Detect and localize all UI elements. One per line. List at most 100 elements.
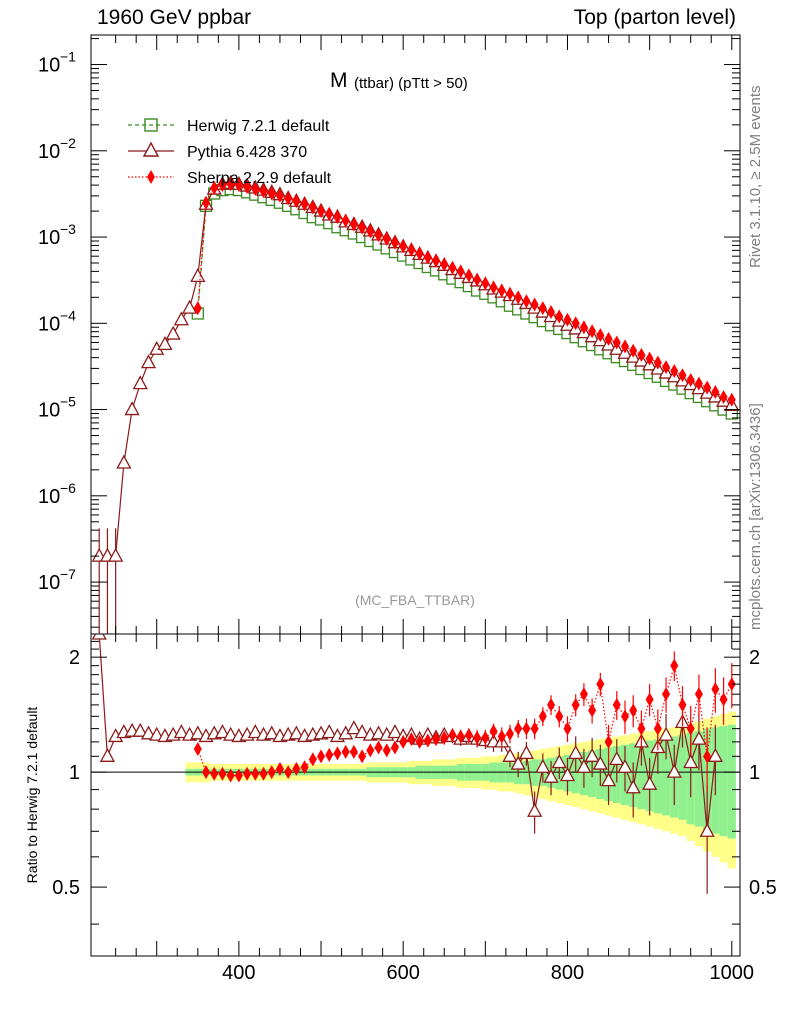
ratio-point [596,677,605,692]
ratio-point [703,749,712,764]
chart-title: M [330,69,348,92]
header-right-label: Top (parton level) [573,6,736,29]
data-point [555,309,564,324]
ratio-tick-label-left: 0.5 [52,877,80,899]
data-point [423,250,432,265]
y-tick-exponent: −1 [60,49,76,65]
ratio-point [210,766,219,781]
ratio-point [390,740,399,755]
ratio-point [547,697,556,712]
x-tick-label: 400 [222,962,255,984]
ratio-point [264,725,280,740]
data-point [653,355,662,370]
data-point [686,373,695,388]
ratio-tick-label-left: 1 [69,762,80,784]
ratio-point [497,729,506,744]
header-left-label: 1960 GeV ppbar [97,6,252,29]
legend-label-sherpa: Sherpa 2.2.9 default [187,170,332,187]
ratio-point [543,768,559,783]
data-point [202,195,211,210]
data-point [629,343,638,358]
ratio-point [325,747,334,762]
data-point [190,268,206,283]
ratio-point [612,697,621,712]
data-point [173,311,189,326]
data-point [210,181,219,196]
data-point [489,280,498,295]
ratio-point [448,728,457,743]
ratio-point [173,724,189,739]
ratio-point [625,779,641,794]
ratio-point [686,721,695,736]
x-tick-label: 800 [551,962,584,984]
ratio-point [505,726,514,741]
ratio-point [727,677,736,692]
legend-entry-pythia: Pythia 6.428 370 [128,141,307,161]
data-point [719,389,728,404]
data-point [333,210,342,225]
ratio-point [374,740,383,755]
y-tick-label: 10 [38,55,60,77]
ratio-point [202,765,211,780]
ratio-point [510,755,526,770]
data-point [505,286,514,301]
ratio-point [588,703,597,718]
data-point [440,257,449,272]
data-point [612,335,621,350]
ratio-point [190,725,206,740]
ratio-point [275,761,284,776]
data-point [456,264,465,279]
ratio-point [149,726,165,741]
y-tick-label: 10 [38,486,60,508]
mcplots-credit-label: mcplots.cern.ch [arXiv:1306.3436] [747,403,764,630]
ratio-point [645,692,654,707]
analysis-watermark: (MC_FBA_TTBAR) [355,592,475,608]
data-point [497,283,506,298]
ratio-point [683,754,699,769]
ratio-point [300,760,309,775]
ratio-point [666,763,682,778]
data-point [390,235,399,250]
legend-marker-triangle [142,141,160,157]
y-tick-exponent: −6 [60,480,76,496]
data-point [530,297,539,312]
data-point [399,239,408,254]
ratio-point [415,734,424,749]
data-point [358,220,367,235]
ratio-point [321,724,337,739]
ratio-point [609,751,625,766]
ratio-point [538,709,547,724]
data-point [579,320,588,335]
data-point [588,324,597,339]
ratio-point [341,744,350,759]
ratio-point [571,697,580,712]
ratio-point [579,687,588,702]
data-point [124,401,140,416]
chart-title-sub: (ttbar) (pTtt > 50) [354,75,468,92]
data-point [678,368,687,383]
ratio-point [317,749,326,764]
y-tick-label: 10 [38,313,60,335]
ratio-panel-series [91,634,736,894]
ratio-tick-label-right: 2 [749,647,760,669]
legend-label-pythia: Pythia 6.428 370 [187,144,307,161]
ratio-point [91,634,107,640]
ratio-point [243,766,252,781]
ratio-tick-label-right: 1 [749,762,760,784]
ratio-point [563,721,572,736]
ratio-point [653,721,662,736]
ratio-point [226,768,235,783]
data-point [267,186,276,201]
ratio-point [699,822,715,837]
ratio-point [662,687,671,702]
band-inner-bin [637,741,646,810]
data-point [481,276,490,291]
ratio-point [284,765,293,780]
data-point [308,200,317,215]
data-point [157,335,173,351]
ratio-point [440,730,449,745]
ratio-point [502,747,518,762]
data-point [284,191,293,206]
band-inner-bin [719,726,728,837]
data-point [727,392,736,407]
